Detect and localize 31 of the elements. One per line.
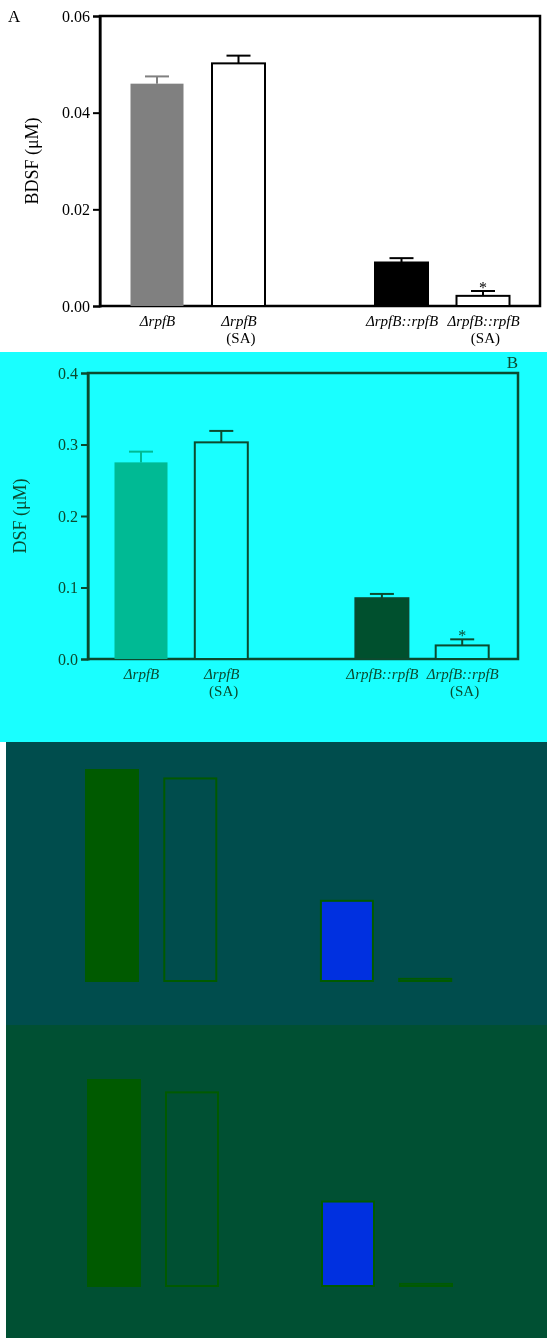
x-tick-label: ΔrpfB (SA) <box>220 313 257 348</box>
x-tick-label: ΔrpfB (SA) <box>203 666 240 701</box>
y-tick-label: 0.02 <box>62 200 90 218</box>
chart-title: A <box>8 7 21 26</box>
y-tick-label: 0.0 <box>58 650 78 668</box>
x-tick-label: ΔrpfB <box>122 666 160 682</box>
bar <box>165 1091 219 1287</box>
y-axis-title: BDSF (μM) <box>22 117 43 205</box>
y-tick-label: 0.1 <box>58 579 78 597</box>
y-tick-label: 0.04 <box>62 104 90 122</box>
y-tick-label: 0.2 <box>58 507 78 525</box>
x-tick-label: ΔrpfB::rpfB (SA) <box>425 666 499 701</box>
y-tick-label: 0.3 <box>58 436 78 454</box>
x-tick-label: ΔrpfB <box>138 313 176 329</box>
y-axis-title: DSF (μM) <box>10 478 31 554</box>
y-tick-label: 0.06 <box>62 7 90 25</box>
bar <box>398 977 453 982</box>
annotation: * <box>479 279 487 297</box>
bar <box>87 1079 141 1287</box>
bar <box>321 1200 375 1287</box>
chart-title: B <box>506 353 518 372</box>
x-tick-label: ΔrpfB::rpfB (SA) <box>446 313 520 348</box>
bar <box>85 769 139 982</box>
bar <box>399 1282 453 1287</box>
x-tick-label: ΔrpfB::rpfB <box>364 313 439 329</box>
bar <box>163 777 218 982</box>
annotation: * <box>458 627 467 645</box>
y-tick-label: 0.00 <box>62 297 90 315</box>
y-tick-label: 0.4 <box>58 364 78 382</box>
x-tick-label: ΔrpfB::rpfB <box>345 666 419 682</box>
bar <box>319 899 374 982</box>
